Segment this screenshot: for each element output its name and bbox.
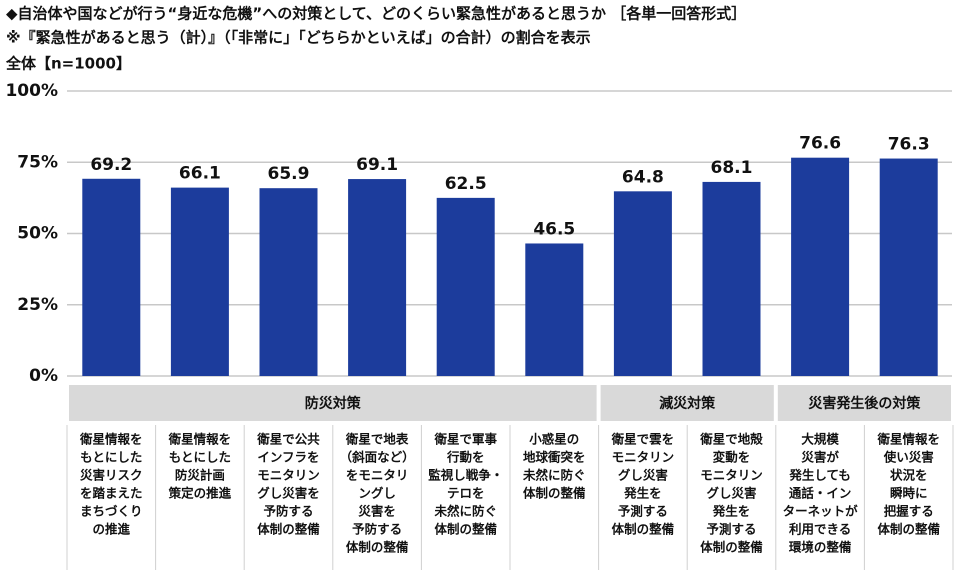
- x-tick-label: 衛星で雲を: [611, 432, 675, 447]
- bar: [613, 191, 672, 376]
- x-tick-label: 未然に防ぐ: [433, 504, 497, 519]
- x-tick-label: （斜面など）: [340, 450, 415, 465]
- x-tick-label: 発生を: [623, 486, 662, 501]
- x-tick-label: 体制の整備: [257, 522, 320, 537]
- group-label: 災害発生後の対策: [808, 395, 921, 412]
- x-tick-label: モニタリン: [257, 468, 320, 483]
- x-tick-label: 衛星で公共: [256, 432, 320, 447]
- sample-label: 全体【n=1000】: [5, 55, 131, 73]
- x-tick-label: 大規模: [801, 432, 839, 447]
- x-tick-label: まちづくり: [80, 504, 143, 519]
- group-label: 防災対策: [305, 395, 362, 412]
- x-tick-label: 変動を: [713, 450, 751, 465]
- x-tick-label: 災害が: [800, 450, 839, 465]
- x-tick-label: 環境の整備: [789, 540, 852, 555]
- x-tick-label: 衛星で地表: [345, 432, 409, 447]
- x-tick-label: 衛星情報を: [876, 432, 940, 447]
- x-tick-label: グし災害: [618, 468, 668, 483]
- value-label: 46.5: [533, 219, 575, 239]
- x-tick-label: 予測する: [618, 504, 668, 519]
- value-label: 62.5: [445, 174, 487, 194]
- group-label: 減災対策: [659, 395, 716, 412]
- x-tick-label: 衛星で軍事: [433, 432, 497, 447]
- value-label: 68.1: [711, 158, 753, 178]
- x-tick-label: 発生を: [712, 504, 751, 519]
- x-tick-label: 利用できる: [789, 522, 851, 537]
- x-tick-label: グし災害: [706, 486, 756, 501]
- x-tick-label: 災害を: [357, 504, 396, 519]
- x-tick-label: を踏まえた: [80, 486, 143, 501]
- chart-title: ◆自治体や国などが行う“身近な危機”への対策として、どのくらい緊急性があると思う…: [6, 5, 746, 23]
- value-label: 66.1: [179, 164, 221, 184]
- bar: [879, 158, 938, 376]
- x-tick-label: インフラを: [257, 450, 319, 465]
- x-tick-label: ングし: [358, 486, 396, 501]
- group-box: [600, 385, 774, 421]
- y-tick-label: 75%: [17, 152, 58, 172]
- x-tick-label: 体制の整備: [346, 540, 409, 555]
- x-tick-label: 衛星情報を: [168, 432, 232, 447]
- bar: [259, 188, 318, 376]
- x-tick-label: 地球衝突を: [523, 450, 586, 465]
- bar: [348, 179, 407, 376]
- x-tick-label: 監視し戦争・: [428, 468, 503, 483]
- x-tick-label: もとにした: [80, 450, 142, 465]
- x-tick-label: をモニタリ: [346, 468, 409, 483]
- x-tick-label: モニタリン: [612, 450, 675, 465]
- x-tick-label: 体制の整備: [434, 522, 497, 537]
- x-tick-label: 防災計画: [175, 468, 225, 483]
- y-tick-label: 25%: [17, 295, 58, 315]
- bar: [436, 197, 495, 376]
- bar: [82, 178, 141, 376]
- x-tick-label: もとにした: [169, 450, 231, 465]
- x-tick-label: モニタリン: [700, 468, 763, 483]
- value-label: 69.1: [356, 155, 398, 175]
- x-tick-label: グし災害を: [257, 486, 320, 501]
- x-tick-label: 把握する: [884, 504, 934, 519]
- y-tick-label: 0%: [29, 366, 58, 386]
- x-tick-label: 衛星で地殻: [699, 432, 763, 447]
- x-tick-label: の推進: [93, 522, 131, 537]
- x-tick-label: 予測する: [706, 522, 756, 537]
- bar: [170, 187, 229, 376]
- x-tick-label: 瞬時に: [890, 486, 928, 501]
- value-label: 76.6: [799, 134, 841, 154]
- x-tick-label: 通話・イン: [789, 486, 852, 501]
- x-tick-label: 体制の整備: [877, 522, 940, 537]
- x-tick-label: 予防する: [352, 522, 402, 537]
- x-tick-label: 状況を: [890, 468, 928, 483]
- x-tick-label: 行動を: [446, 450, 485, 465]
- x-tick-label: 予防する: [263, 504, 313, 519]
- x-tick-label: 体制の整備: [612, 522, 675, 537]
- x-tick-label: 未然に防ぐ: [522, 468, 586, 483]
- bar: [702, 181, 761, 376]
- x-tick-label: 災害リスク: [79, 468, 143, 483]
- x-tick-label: 小惑星の: [528, 432, 579, 447]
- value-label: 65.9: [268, 164, 310, 184]
- value-label: 64.8: [622, 167, 664, 187]
- y-tick-label: 50%: [17, 224, 58, 244]
- x-tick-label: 策定の推進: [169, 486, 232, 501]
- bar: [791, 157, 850, 376]
- group-box: [777, 385, 951, 421]
- x-tick-label: 使い災害: [883, 450, 934, 465]
- x-tick-label: 体制の整備: [523, 486, 586, 501]
- x-tick-label: ターネットが: [783, 504, 859, 519]
- y-tick-label: 100%: [5, 81, 58, 101]
- x-tick-label: テロを: [447, 486, 485, 501]
- group-box: [69, 385, 597, 421]
- value-label: 76.3: [888, 135, 930, 155]
- x-tick-label: 発生しても: [788, 468, 851, 483]
- value-label: 69.2: [90, 155, 132, 175]
- bar: [525, 243, 584, 376]
- x-tick-label: 衛星情報を: [79, 432, 143, 447]
- chart-subtitle: ※『緊急性があると思う（計）』（「非常に」「どちらかといえば」の合計）の割合を表…: [6, 29, 591, 47]
- x-tick-label: 体制の整備: [700, 540, 763, 555]
